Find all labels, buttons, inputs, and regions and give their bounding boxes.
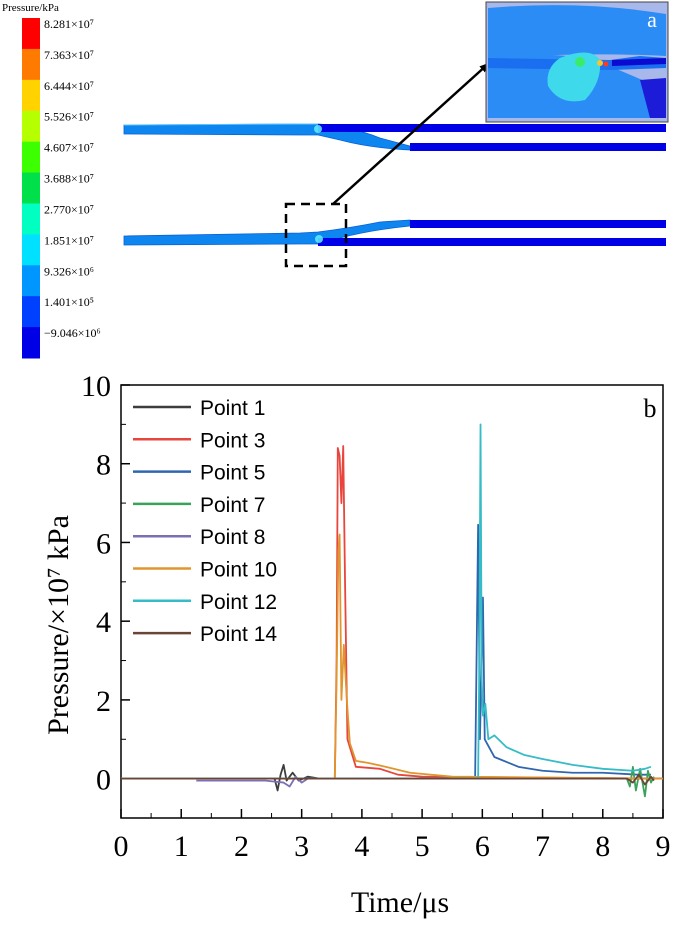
x-tick-label: 9	[656, 830, 671, 863]
x-tick-label: 4	[354, 830, 369, 863]
colorbar-swatch	[22, 110, 40, 143]
colorbar-level-label: 2.770×10⁷	[44, 202, 94, 216]
upper-plate-bottom	[410, 143, 666, 151]
series-line-point-5	[121, 523, 651, 780]
panel-b: 0 2 4 6 8 10 0 1 2 3 4 5 6 7 8 9 Point 1 Point 3 Point 5…	[0, 360, 686, 924]
y-tick-label: 10	[81, 370, 111, 403]
legend-label: Point 5	[200, 462, 265, 485]
x-tick-label: 3	[294, 830, 309, 863]
upper-channel	[123, 123, 666, 151]
colorbar-level-label: 1.401×10⁵	[44, 295, 94, 309]
zoom-arrow	[332, 62, 490, 205]
legend-label: Point 1	[200, 397, 265, 420]
colorbar-swatch	[22, 265, 40, 297]
legend-label: Point 7	[200, 494, 265, 517]
y-axis-label: Pressure/×10⁷ kPa	[42, 515, 75, 735]
x-tick-label: 0	[114, 830, 129, 863]
y-tick-label: 8	[96, 449, 111, 482]
lower-plate-bottom	[318, 238, 666, 246]
colorbar-level-label: 7.363×10⁷	[44, 48, 94, 62]
lower-channel	[123, 219, 666, 246]
lower-hotspot	[315, 235, 323, 243]
x-tick-label: 6	[475, 830, 490, 863]
colorbar-level-label: 5.526×10⁷	[44, 110, 94, 124]
colorbar-swatch	[22, 79, 40, 112]
lower-plate-top	[410, 220, 666, 228]
legend: Point 1 Point 3 Point 5 Point 7 Point 8 Point…	[133, 397, 277, 646]
legend-label: Point 14	[200, 623, 277, 646]
colorbar-level-label: 4.607×10⁷	[44, 141, 94, 155]
series-line-point-1	[121, 763, 663, 792]
upper-jet-edge	[123, 123, 318, 126]
lower-jet-body	[123, 219, 411, 246]
colorbar-level-label: 1.851×10⁷	[44, 233, 94, 247]
y-tick-label: 0	[96, 764, 111, 797]
panel-a-svg: Pressure/kPa 8.281×10⁷ 7.363×10⁷ 6.444×10⁷…	[2, 1, 669, 359]
x-tick-label: 5	[415, 830, 430, 863]
series-line-point-10	[121, 533, 664, 780]
colorbar-swatch	[22, 234, 40, 266]
colorbar-swatch	[22, 141, 40, 174]
x-tick-label: 2	[234, 830, 249, 863]
colorbar-swatch	[22, 296, 40, 328]
x-tick-label: 7	[535, 830, 550, 863]
y-tick-label: 2	[96, 685, 111, 718]
series-line-point-14	[121, 773, 655, 786]
colorbar-level-label: −9.046×10⁶	[44, 326, 101, 340]
colorbar-swatch	[22, 327, 40, 359]
colorbar-swatch	[22, 172, 40, 204]
legend-label: Point 12	[200, 591, 277, 614]
x-tick-label: 1	[174, 830, 189, 863]
colorbar-swatch	[22, 18, 40, 50]
upper-hotspot	[314, 125, 322, 133]
x-axis-ticks: 0 1 2 3 4 5 6 7 8 9	[114, 809, 671, 863]
colorbar-title: Pressure/kPa	[2, 2, 59, 14]
series-line-point-7	[121, 765, 655, 798]
legend-label: Point 8	[200, 526, 265, 549]
colorbar-swatch	[22, 203, 40, 235]
y-tick-label: 4	[96, 606, 111, 639]
legend-label: Point 10	[200, 559, 277, 582]
upper-plate-top	[318, 124, 666, 132]
colorbar: 8.281×10⁷ 7.363×10⁷ 6.444×10⁷ 5.526×10⁷ 4.60…	[22, 17, 101, 359]
panel-a-label: a	[647, 7, 657, 32]
colorbar-level-label: 3.688×10⁷	[44, 172, 94, 186]
panel-a: Pressure/kPa 8.281×10⁷ 7.363×10⁷ 6.444×10⁷…	[0, 0, 686, 370]
series-group	[121, 423, 664, 798]
series-line-point-12	[121, 423, 652, 780]
colorbar-swatch	[22, 48, 40, 81]
zoom-region-box	[284, 202, 348, 268]
y-tick-label: 6	[96, 527, 111, 560]
colorbar-level-label: 6.444×10⁷	[44, 79, 94, 93]
zoom-inset: a	[485, 1, 669, 123]
x-axis-label: Time/μs	[351, 886, 449, 919]
x-tick-label: 8	[595, 830, 610, 863]
panel-b-label: b	[644, 394, 657, 423]
legend-label: Point 3	[200, 429, 265, 452]
y-axis-ticks: 0 2 4 6 8 10	[81, 370, 130, 819]
colorbar-level-label: 8.281×10⁷	[44, 17, 94, 31]
colorbar-level-label: 9.326×10⁶	[44, 264, 94, 278]
pressure-time-chart: 0 2 4 6 8 10 0 1 2 3 4 5 6 7 8 9 Point 1 Point 3 Point 5…	[42, 370, 671, 919]
